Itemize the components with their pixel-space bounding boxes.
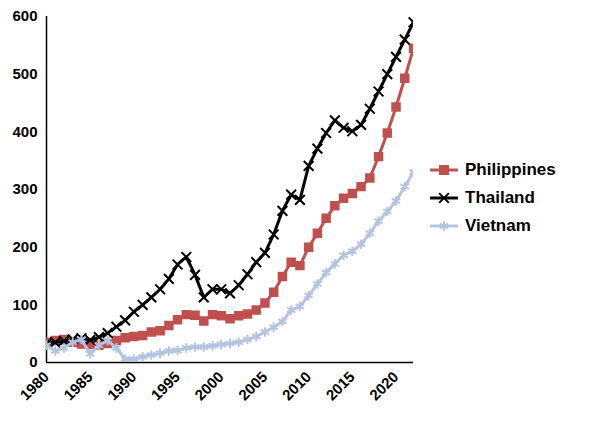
- svg-text:0: 0: [29, 353, 37, 370]
- svg-text:500: 500: [12, 65, 37, 82]
- svg-text:400: 400: [12, 123, 37, 140]
- svg-text:600: 600: [12, 7, 37, 24]
- html-text:Vietnam: Vietnam: [465, 216, 531, 235]
- svg-text:1985: 1985: [60, 368, 96, 404]
- html-text:Thailand: Thailand: [465, 188, 535, 207]
- svg-text:2005: 2005: [235, 368, 271, 404]
- svg-text:300: 300: [12, 180, 37, 197]
- svg-text:200: 200: [12, 238, 37, 255]
- svg-text:1980: 1980: [16, 368, 52, 404]
- html-text:Philippines: Philippines: [465, 160, 556, 179]
- svg-text:2015: 2015: [322, 368, 358, 404]
- svg-text:2020: 2020: [366, 368, 402, 404]
- svg-text:2000: 2000: [191, 368, 227, 404]
- svg-text:2010: 2010: [279, 368, 315, 404]
- svg-text:1990: 1990: [104, 368, 140, 404]
- svg-text:100: 100: [12, 296, 37, 313]
- svg-text:1995: 1995: [147, 368, 183, 404]
